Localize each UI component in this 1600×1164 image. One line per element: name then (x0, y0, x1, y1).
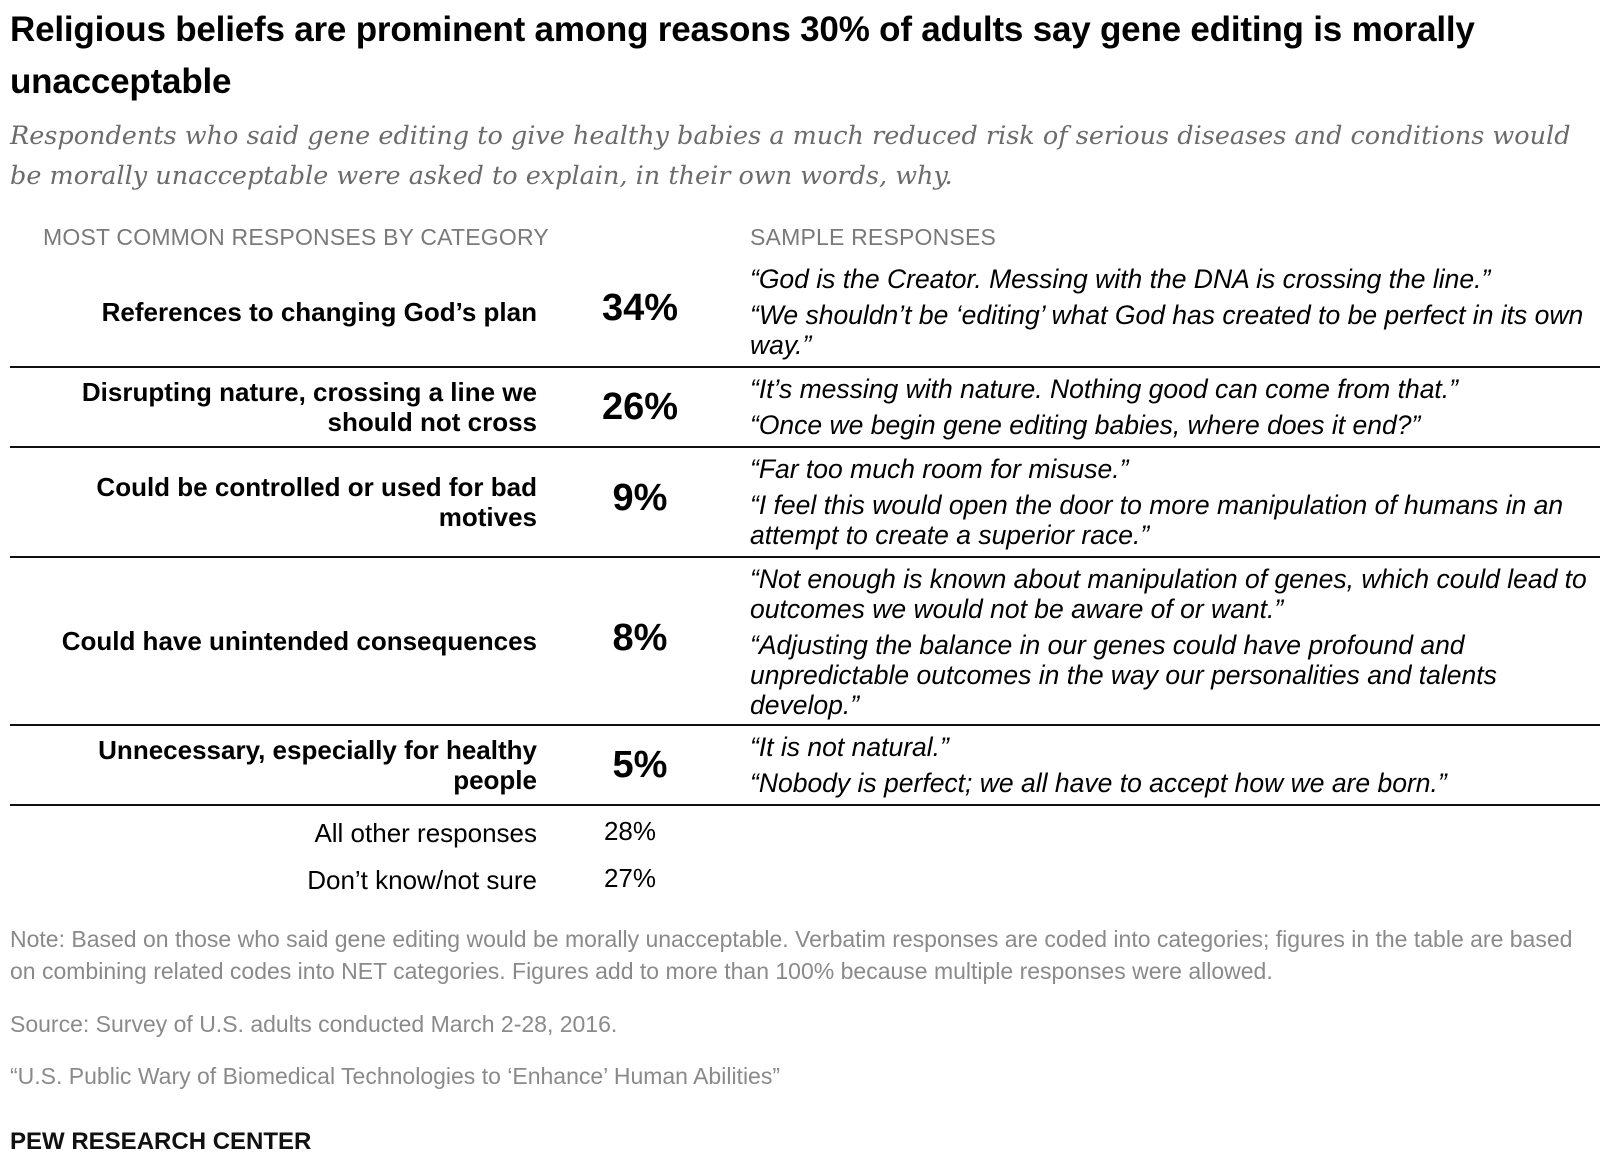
sample-quote: “I feel this would open the door to more… (750, 490, 1564, 550)
table-row: Could be controlled or used for bad moti… (10, 448, 1600, 558)
table-row: Could have unintended consequences 8% “N… (10, 558, 1600, 726)
sample-quote: “Once we begin gene editing babies, wher… (750, 410, 1421, 440)
table-row: Unnecessary, especially for healthy peop… (10, 726, 1600, 806)
sample-quote: “God is the Creator. Messing with the DN… (750, 264, 1491, 294)
sample-quote: “Nobody is perfect; we all have to accep… (750, 768, 1447, 798)
row-percent: 26% (601, 385, 679, 428)
row-category: Could have unintended consequences (61, 626, 537, 656)
sample-quote: “It’s messing with nature. Nothing good … (750, 374, 1458, 404)
report-title: “U.S. Public Wary of Biomedical Technolo… (10, 1063, 781, 1089)
other-row-percent: 27% (603, 862, 657, 893)
other-row-percent: 28% (603, 815, 657, 846)
column-header-samples: SAMPLE RESPONSES (750, 224, 997, 250)
other-row-label: All other responses (314, 817, 537, 848)
row-category: Disrupting nature, crossing a line we sh… (81, 377, 537, 437)
brand-label: PEW RESEARCH CENTER (10, 1128, 312, 1155)
sample-quote: “It is not natural.” (750, 732, 949, 762)
row-category: Unnecessary, especially for healthy peop… (98, 735, 537, 795)
sample-quote: “Adjusting the balance in our genes coul… (750, 630, 1497, 720)
row-category: Could be controlled or used for bad moti… (96, 472, 537, 532)
row-percent: 34% (601, 286, 679, 329)
sample-quote: “Not enough is known about manipulation … (750, 564, 1587, 624)
source-note: Source: Survey of U.S. adults conducted … (10, 1011, 618, 1037)
row-percent: 8% (612, 616, 668, 659)
footnote: Note: Based on those who said gene editi… (10, 926, 1573, 984)
chart-subtitle: Respondents who said gene editing to giv… (10, 121, 1571, 191)
sample-quote: “We shouldn’t be ‘editing’ what God has … (750, 300, 1584, 360)
other-row-label: Don’t know/not sure (307, 864, 537, 895)
sample-quote: “Far too much room for misuse.” (750, 454, 1129, 484)
row-category: References to changing God’s plan (101, 297, 537, 327)
table-row: Disrupting nature, crossing a line we sh… (10, 368, 1600, 448)
column-header-categories: MOST COMMON RESPONSES BY CATEGORY (43, 224, 549, 250)
row-percent: 9% (612, 476, 668, 519)
chart-title: Religious beliefs are prominent among re… (10, 10, 1475, 101)
table-row: References to changing God’s plan 34% “G… (10, 258, 1600, 368)
row-percent: 5% (612, 743, 668, 786)
